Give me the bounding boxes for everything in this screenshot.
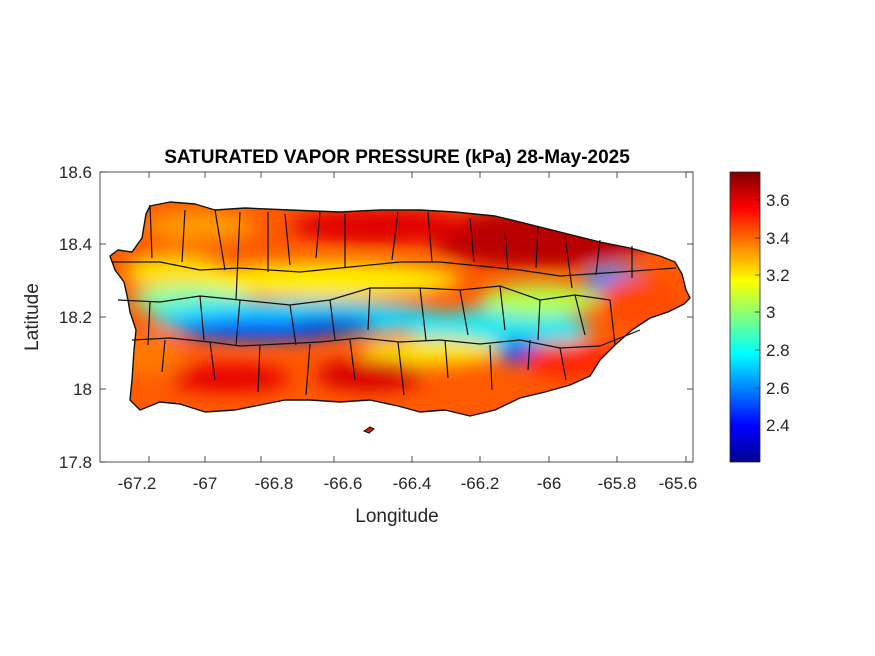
y-tick-label: 17.8 (59, 453, 92, 472)
colorbar-tick-label: 2.6 (766, 379, 790, 398)
x-tick-labels: -67.2 -67 -66.8 -66.6 -66.4 -66.2 -66 -6… (118, 474, 698, 493)
south-red-central (315, 359, 425, 391)
colorbar-tick-label: 2.4 (766, 416, 790, 435)
y-tick-label: 18.6 (59, 163, 92, 182)
colorbar-tick-label: 2.8 (766, 341, 790, 360)
east-orange (600, 276, 680, 324)
y-tick-label: 18.4 (59, 235, 92, 254)
y-tick-label: 18.2 (59, 308, 92, 327)
x-tick-label: -66.8 (255, 474, 294, 493)
colorbar-tick-labels: 3.6 3.4 3.2 3 2.8 2.6 2.4 (766, 191, 790, 435)
colorbar (729, 171, 761, 463)
x-tick-label: -66.4 (393, 474, 432, 493)
municipal-borders (112, 204, 677, 396)
colorbar-tick-label: 3.2 (766, 266, 790, 285)
y-axis-label: Latitude (22, 283, 43, 351)
band-central-yellow (200, 262, 460, 298)
y-tick-labels: 18.6 18.4 18.2 18 17.8 (59, 163, 92, 472)
colorbar-tick-label: 3.4 (766, 229, 790, 248)
x-tick-label: -66.6 (324, 474, 363, 493)
axis-ticks (100, 171, 693, 463)
colorbar-ticks (755, 199, 760, 426)
x-tick-label: -66.2 (461, 474, 500, 493)
x-tick-label: -67 (193, 474, 218, 493)
x-tick-label: -65.6 (659, 474, 698, 493)
south-red-west (170, 364, 290, 392)
band-blue-central (285, 316, 375, 334)
chart-title: SATURATED VAPOR PRESSURE (kPa) 28-May-20… (164, 147, 630, 168)
colorbar-tick-label: 3 (766, 303, 775, 322)
colorbar-tick-label: 3.6 (766, 191, 790, 210)
south-east-red (525, 342, 615, 378)
warm-west (125, 254, 225, 290)
hot-north-central (290, 208, 470, 244)
x-tick-label: -66 (537, 474, 562, 493)
x-axis-label: Longitude (355, 506, 438, 527)
x-tick-label: -65.8 (598, 474, 637, 493)
warm-northwest (145, 210, 255, 242)
south-yellow (360, 338, 500, 366)
x-tick-label: -67.2 (118, 474, 157, 493)
borders (109, 201, 691, 417)
islet (362, 426, 375, 434)
y-tick-label: 18 (73, 380, 92, 399)
